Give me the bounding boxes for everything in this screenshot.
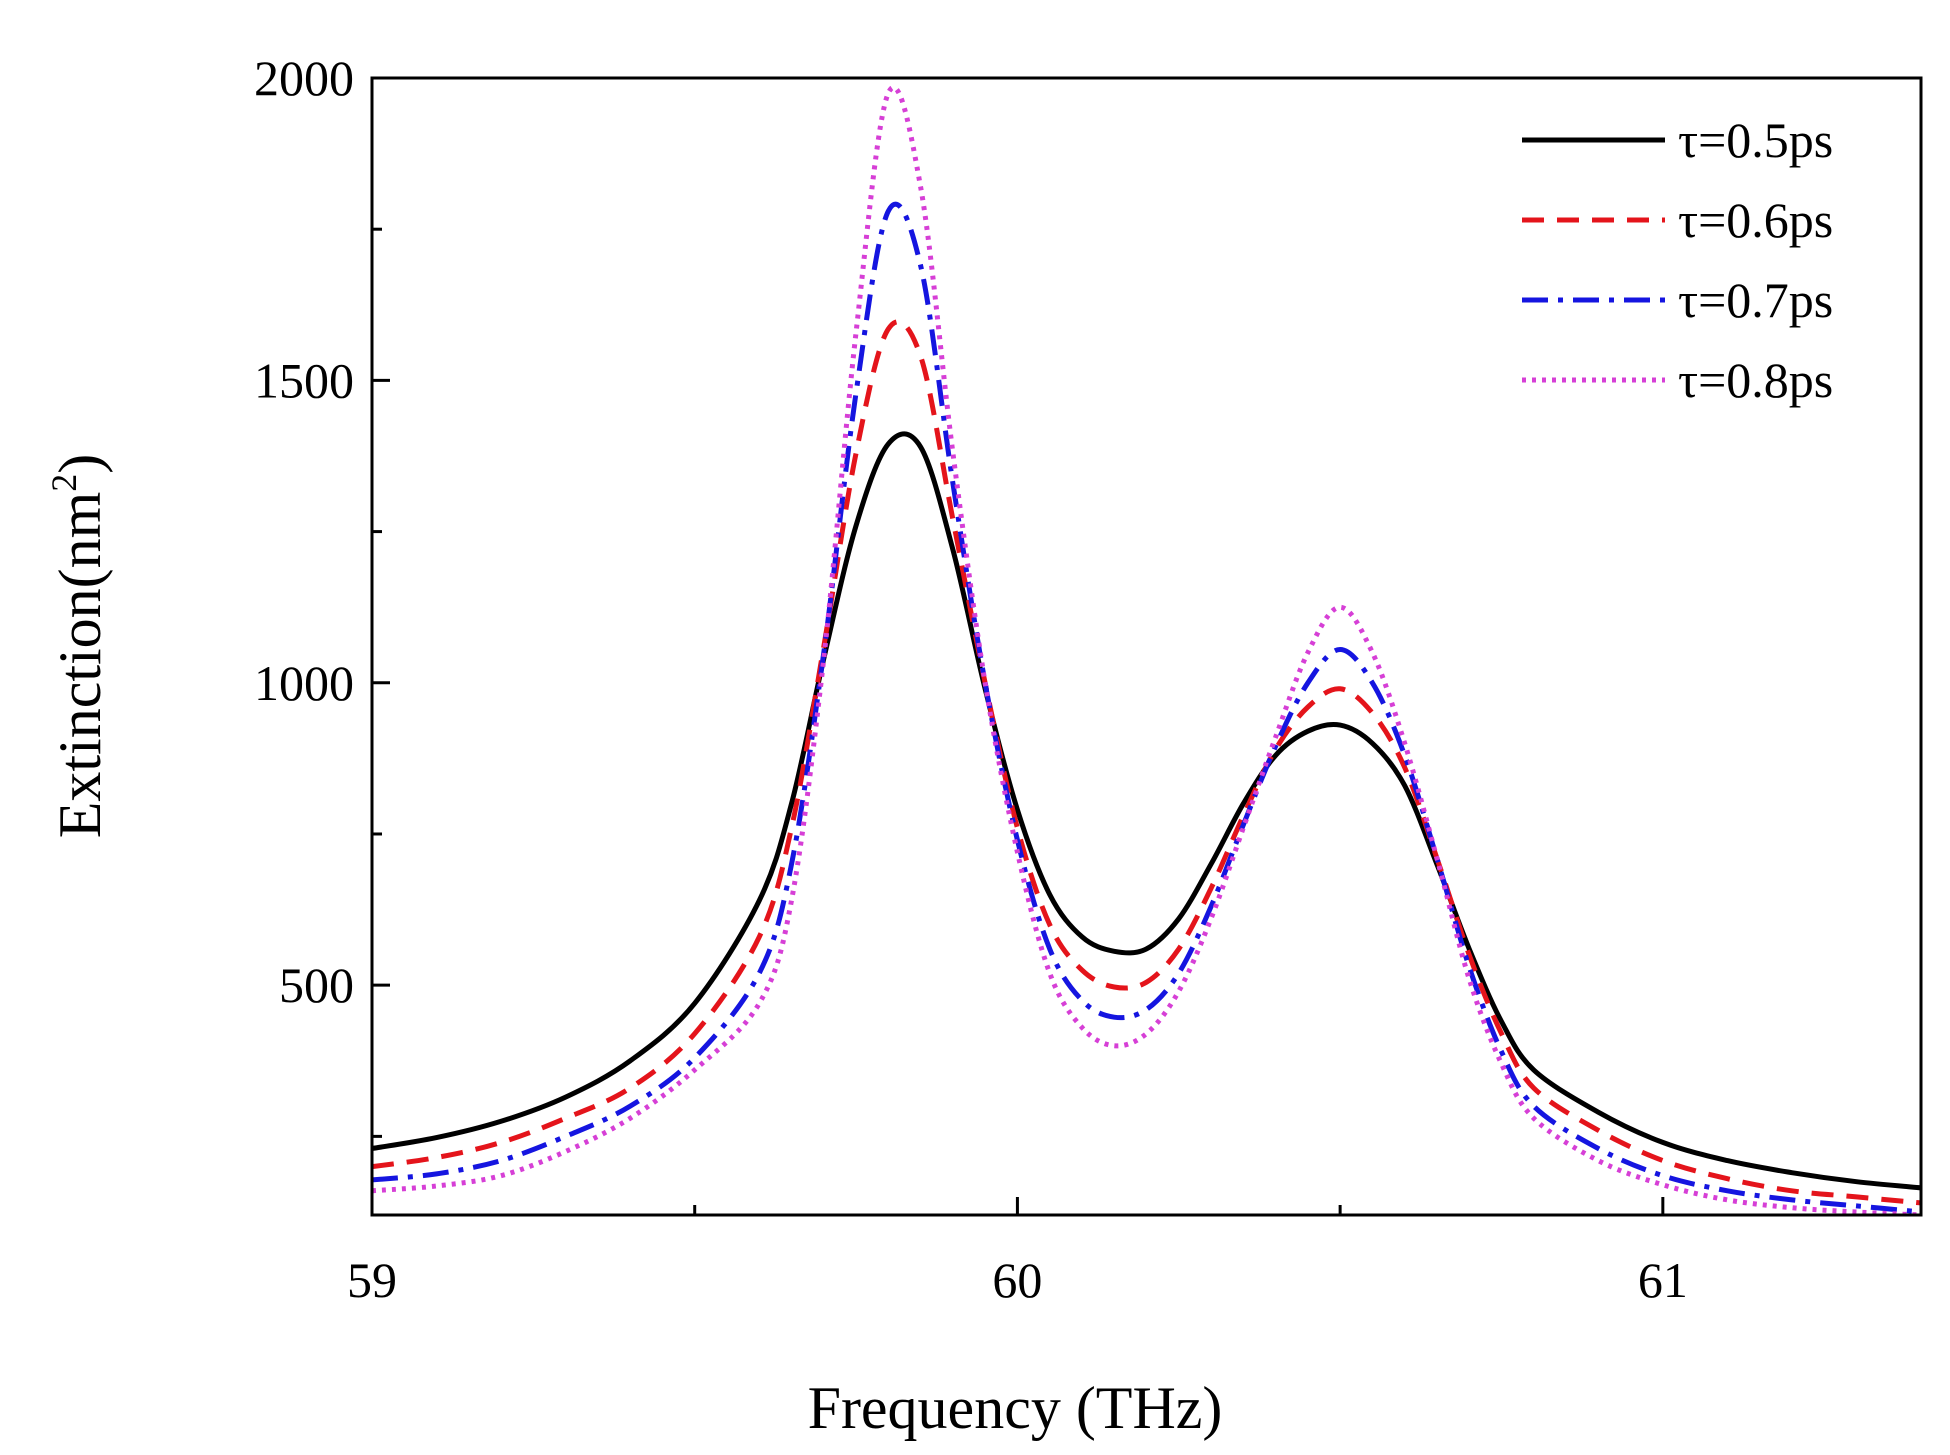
series-line-1 xyxy=(372,431,1921,1191)
y-axis-title-end: ) xyxy=(47,454,113,474)
plot-frame xyxy=(370,76,1923,1217)
y-tick-label: 2000 xyxy=(254,50,354,106)
series-layer xyxy=(372,84,1921,1215)
legend-label-3: τ=0.7ps xyxy=(1678,272,1833,328)
legend-label-4: τ=0.8ps xyxy=(1678,352,1833,408)
x-tick-label: 61 xyxy=(1638,1252,1688,1308)
x-axis-title: Frequency (THz) xyxy=(808,1375,1223,1441)
series-line-4 xyxy=(372,84,1921,1215)
x-tick-label: 59 xyxy=(347,1252,397,1308)
y-tick-label: 1000 xyxy=(254,655,354,711)
y-tick-label: 500 xyxy=(279,957,354,1013)
y-tick-label: 1500 xyxy=(254,352,354,408)
x-tick-label: 60 xyxy=(992,1252,1042,1308)
y-axis-title-main: Extinction(nm xyxy=(47,492,113,839)
legend-label-2: τ=0.6ps xyxy=(1678,192,1833,248)
y-axis-title-sup: 2 xyxy=(44,474,84,492)
tick-layer: 59 60 61 500 1000 1500 2000 xyxy=(254,50,1688,1308)
legend-label-1: τ=0.5ps xyxy=(1678,112,1833,168)
series-line-3 xyxy=(372,201,1921,1215)
y-axis-title: Extinction(nm2) xyxy=(44,454,113,839)
legend: τ=0.5ps τ=0.6ps τ=0.7ps τ=0.8ps xyxy=(1522,112,1833,408)
series-line-2 xyxy=(372,319,1921,1206)
